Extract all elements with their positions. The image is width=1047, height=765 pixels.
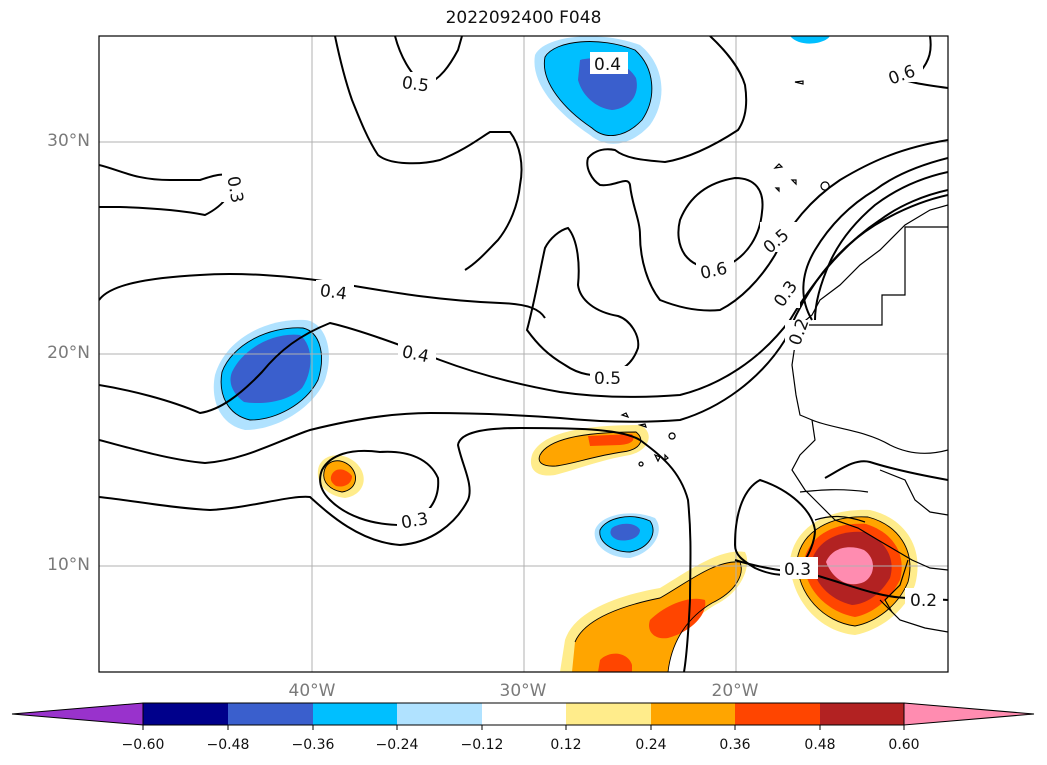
contour-lines [99,36,948,672]
contour-label: 0.3 [784,560,811,580]
colorbar-segment [482,703,566,725]
colorbar-tick-label: 0.60 [888,737,920,753]
contour-label: 0.3 [400,509,430,533]
colorbar-tick-label: 0.12 [550,737,582,753]
colorbar-tick-label: 0.36 [719,737,751,753]
map-frame [98,35,949,673]
contour-label: 0.4 [594,55,621,75]
lon-label-30w: 30°W [499,681,547,701]
colorbar-tick-label: 0.24 [635,737,667,753]
map-title: 2022092400 F048 [445,8,602,28]
colorbar-segment [735,703,820,725]
colorbar-tick-label: −0.60 [121,737,165,753]
colorbar-segment [566,703,651,725]
contour-label: 0.5 [594,369,621,389]
contour-label: 0.5 [401,73,431,97]
colorbar-tick-label: −0.36 [291,737,335,753]
colorbar-segment [820,703,904,725]
colorbar-segment [651,703,735,725]
blob-south-orange [560,551,748,672]
colorbar-tick-label: 0.48 [804,737,836,753]
coastlines [620,80,948,633]
contour-label: 0.3 [222,175,246,205]
blob-west-blue [213,319,329,430]
blob-mid-blue [594,513,659,558]
contour-label: 0.2 [910,591,937,611]
colorbar-extend-high [903,702,1035,726]
lon-label-40w: 40°W [288,681,336,701]
colorbar-extend-low [11,702,144,726]
colorbar-segment [228,703,313,725]
blob-center-orange [530,425,649,476]
colorbar-tick-label: −0.24 [375,737,419,753]
lon-label-20w: 20°W [711,681,759,701]
contour-label: 0.6 [698,259,729,284]
lat-label-10n: 10°N [47,555,90,575]
blob-east-red [790,509,918,635]
colorbar-tick-label: −0.12 [460,737,504,753]
lat-label-30n: 30°N [47,131,90,151]
lat-label-20n: 20°N [47,343,90,363]
colorbar [11,702,1035,730]
contour-label: 0.4 [319,281,349,305]
colorbar-segment [397,703,482,725]
colorbar-segment [313,703,397,725]
blob-north-blue [534,36,830,144]
colorbar-segment [143,703,228,725]
colorbar-tick-label: −0.48 [206,737,250,753]
